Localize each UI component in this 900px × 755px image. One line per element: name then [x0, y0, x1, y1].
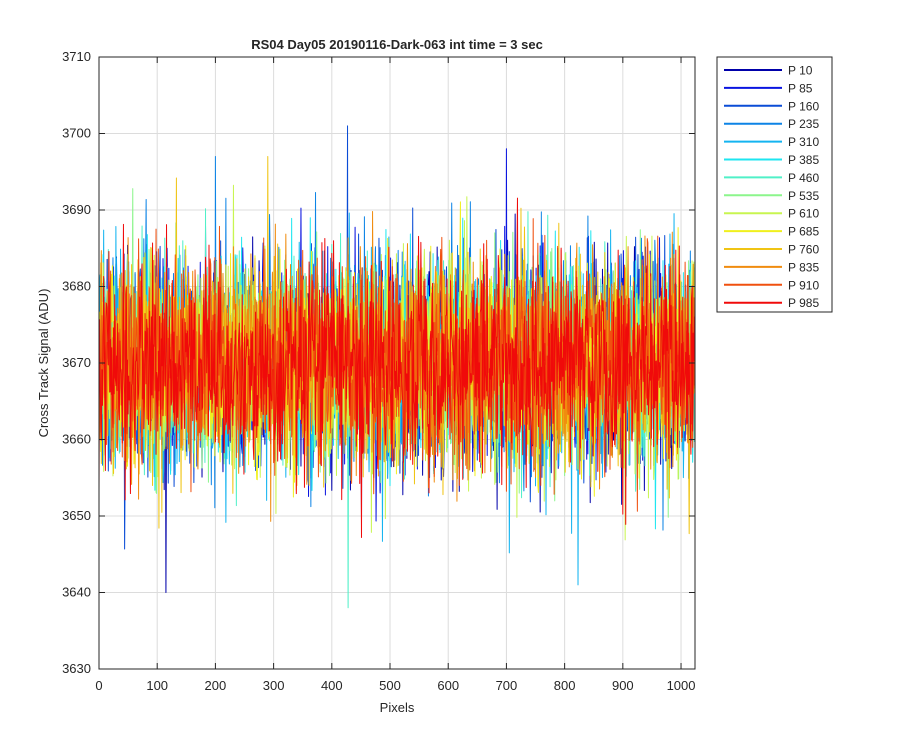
x-tick-label: 300: [263, 678, 285, 693]
legend-label: P 310: [788, 135, 819, 149]
legend-label: P 460: [788, 171, 819, 185]
x-tick-label: 900: [612, 678, 634, 693]
y-tick-label: 3700: [62, 126, 91, 141]
y-axis-label: Cross Track Signal (ADU): [36, 289, 51, 438]
x-tick-label: 0: [95, 678, 102, 693]
x-tick-label: 100: [146, 678, 168, 693]
legend-label: P 235: [788, 117, 819, 131]
legend-label: P 535: [788, 189, 819, 203]
x-tick-label: 200: [205, 678, 227, 693]
y-tick-label: 3660: [62, 432, 91, 447]
legend-label: P 685: [788, 225, 819, 239]
x-axis: 0 100 200 300 400 500 600 700 800 900 1000: [95, 57, 695, 693]
y-tick-label: 3630: [62, 661, 91, 676]
y-tick-label: 3690: [62, 202, 91, 217]
legend: P 10 P 85 P 160 P 235 P 310 P 385 P 460 P 535 P …: [716, 56, 833, 313]
series-line-p910: [98, 218, 695, 512]
legend-label: P 835: [788, 260, 819, 274]
y-tick-label: 3670: [62, 355, 91, 370]
y-tick-label: 3710: [62, 49, 91, 64]
legend-label: P 610: [788, 207, 819, 221]
y-tick-label: 3640: [62, 585, 91, 600]
y-axis: 3630 3640 3650 3660 3670 3680 3690 3700 3710: [62, 49, 695, 676]
legend-label: P 10: [788, 64, 813, 78]
legend-box: [716, 56, 833, 313]
y-tick-label: 3680: [62, 279, 91, 294]
series-layer: [98, 125, 695, 609]
legend-label: P 985: [788, 296, 819, 310]
x-tick-label: 1000: [667, 678, 696, 693]
x-tick-label: 600: [437, 678, 459, 693]
chart-title: RS04 Day05 20190116-Dark-063 int time = …: [251, 37, 543, 52]
legend-label: P 760: [788, 243, 819, 257]
series-line-p985: [98, 197, 695, 538]
x-tick-label: 800: [554, 678, 576, 693]
legend-label: P 85: [788, 81, 813, 95]
x-axis-label: Pixels: [380, 700, 415, 715]
x-tick-label: 700: [496, 678, 518, 693]
y-tick-label: 3650: [62, 508, 91, 523]
legend-label: P 910: [788, 278, 819, 292]
x-tick-label: 500: [379, 678, 401, 693]
x-tick-label: 400: [321, 678, 343, 693]
legend-label: P 385: [788, 153, 819, 167]
legend-label: P 160: [788, 99, 819, 113]
